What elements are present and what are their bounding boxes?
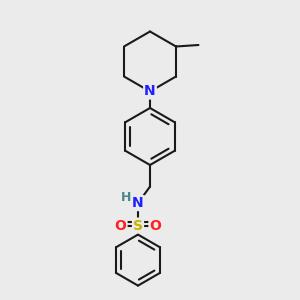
- Text: H: H: [121, 191, 131, 204]
- Text: N: N: [144, 85, 156, 98]
- Text: O: O: [115, 219, 127, 232]
- Text: N: N: [132, 196, 144, 210]
- Text: S: S: [133, 219, 143, 232]
- Text: O: O: [149, 219, 161, 232]
